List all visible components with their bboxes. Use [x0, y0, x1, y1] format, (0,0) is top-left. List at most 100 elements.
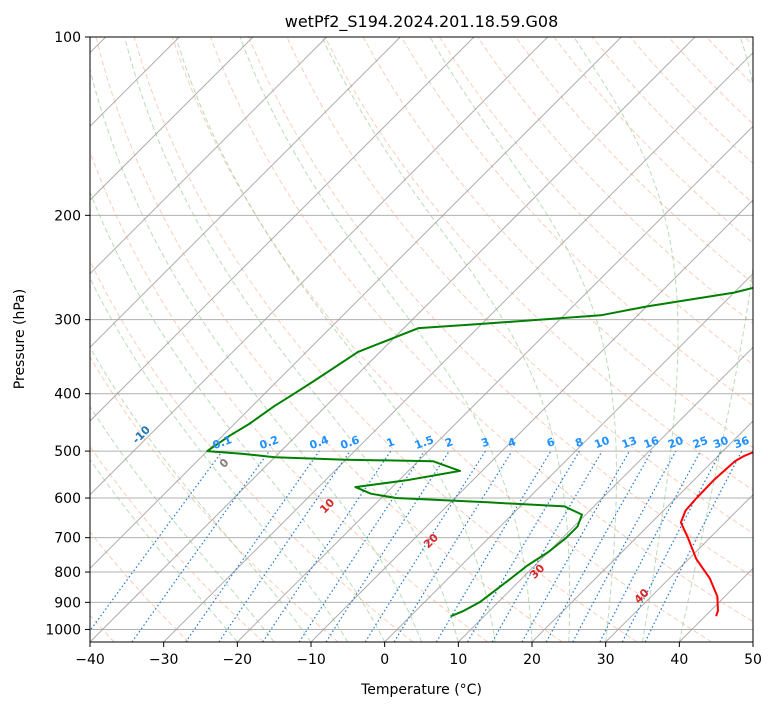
mixing-ratio-label: 4 [506, 435, 518, 450]
isotherm-line [310, 199, 753, 642]
x-tick-label: 50 [744, 652, 762, 668]
mixing-ratio-label: 10 [593, 434, 612, 452]
mixing-ratio-line [545, 450, 653, 642]
moist-adiabats [90, 37, 753, 642]
mixing-ratio-label: 0.4 [308, 433, 331, 452]
isotherm-line [90, 37, 401, 349]
mixing-ratio-line [131, 450, 270, 642]
isotherm-line [457, 346, 753, 642]
isotherm-line [163, 51, 753, 642]
mixing-ratio-label: 3 [479, 435, 491, 450]
plot-frame [89, 36, 754, 643]
mixing-ratio-lines [90, 450, 743, 642]
mixing-ratio-line [644, 450, 743, 642]
mixing-ratio-line [262, 450, 392, 642]
mixing-ratio-label: 13 [620, 434, 639, 451]
mixing-ratio-label: 0.6 [339, 433, 362, 452]
isotherm-line [384, 272, 753, 642]
x-tick-label: −10 [296, 652, 326, 668]
mixing-ratio-line [521, 450, 631, 642]
mixing-ratio-label: 1 [385, 435, 397, 450]
y-tick-label: 100 [54, 30, 81, 46]
dry-adiabat-line [438, 37, 753, 366]
dry-adiabat-line [324, 37, 753, 491]
moist-adiabat-line [239, 37, 533, 642]
mixing-ratio-line [393, 450, 513, 642]
mixing-ratio-label: 0.2 [258, 433, 281, 452]
dry-adiabats [90, 37, 753, 642]
x-tick-label: 0 [380, 652, 389, 668]
x-tick-label: −30 [149, 652, 179, 668]
y-tick-label: 200 [54, 208, 81, 224]
y-tick-label: 1000 [45, 622, 81, 638]
chart-title: wetPf2_S194.2024.201.18.59.G08 [285, 12, 559, 32]
isotherm-line [531, 420, 753, 642]
moist-adiabat-line [90, 67, 422, 642]
isotherm-line [236, 125, 753, 642]
y-axis-label: Pressure (hPa) [12, 289, 28, 389]
dry-adiabat-line [133, 37, 638, 642]
mixing-ratio-label: 6 [545, 435, 557, 450]
dry-adiabat-line [515, 37, 753, 284]
temperature-profile [679, 451, 753, 617]
isotherm-line [90, 37, 254, 201]
sounding-profiles [206, 286, 753, 618]
mixing-ratio-label: 16 [642, 434, 661, 452]
y-tick-label: 700 [54, 531, 81, 547]
isotherm-line [90, 37, 622, 570]
mixing-ratio-label: 30 [711, 434, 730, 452]
dry-adiabat-line [400, 37, 753, 407]
dewpoint-profile [206, 286, 753, 618]
dry-adiabat-line [90, 356, 339, 642]
mixing-ratio-label: 25 [691, 434, 710, 451]
x-tick-label: −40 [75, 652, 105, 668]
dry-adiabat-line [90, 445, 264, 642]
isotherm-line [90, 37, 696, 642]
mixing-ratio-line [298, 450, 425, 642]
moist-adiabat-line [90, 405, 275, 642]
mixing-ratio-line [90, 450, 223, 632]
plot-area: -100-90-80-70-60-50-40-30-20-10010203040… [90, 37, 753, 642]
moist-adiabat-line [175, 37, 496, 642]
x-axis-label: Temperature (°C) [360, 682, 482, 698]
mixing-ratio-line [325, 450, 450, 642]
dry-adiabat-line [171, 37, 712, 642]
dry-adiabat-line [90, 531, 190, 642]
dry-adiabat-line [210, 37, 753, 623]
mixing-ratio-label: 2 [443, 435, 455, 450]
dry-adiabat-line [90, 150, 488, 642]
moist-adiabat-line [124, 37, 459, 642]
mixing-ratio-line [185, 450, 320, 642]
isotherm-line [90, 37, 549, 496]
moist-adiabat-line [90, 190, 386, 642]
isotherm-line [90, 37, 328, 275]
x-tick-label: 30 [597, 652, 615, 668]
isotherm-line [605, 493, 753, 642]
x-tick-label: 40 [670, 652, 688, 668]
moist-adiabat-line [321, 37, 571, 642]
skewed-isotherms [90, 37, 753, 642]
axes: −40 −30 −20 −10 0 10 20 30 40 5010020030040050060… [45, 30, 762, 668]
mixing-ratio-label: 20 [666, 434, 685, 452]
moist-adiabat-line [573, 37, 679, 642]
mixing-ratio-line [572, 450, 677, 642]
dry-adiabat-line [248, 37, 753, 578]
y-tick-label: 300 [54, 313, 81, 329]
moist-adiabat-line [90, 277, 349, 642]
mixing-ratio-label: 8 [573, 435, 585, 450]
y-tick-label: 400 [54, 387, 81, 403]
y-tick-label: 600 [54, 491, 81, 507]
y-tick-label: 800 [54, 565, 81, 581]
isotherm-line [90, 37, 475, 422]
y-tick-label: 900 [54, 595, 81, 611]
mixing-ratio-label: 1.5 [413, 433, 436, 452]
x-tick-label: −20 [223, 652, 253, 668]
moist-adiabat-line [90, 458, 238, 642]
moist-adiabat-line [429, 37, 617, 642]
x-tick-label: 10 [449, 652, 467, 668]
mixing-ratio-line [218, 450, 351, 642]
dry-adiabat-line [95, 37, 563, 642]
moist-adiabat-line [678, 37, 753, 642]
y-tick-label: 500 [54, 444, 81, 460]
